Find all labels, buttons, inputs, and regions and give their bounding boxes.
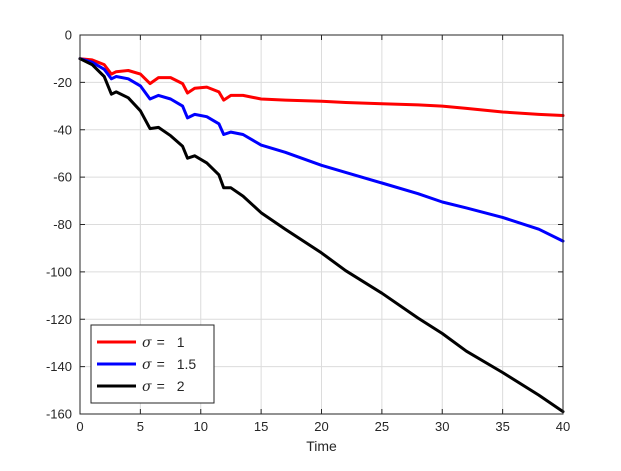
x-tick-label: 15 <box>254 419 268 434</box>
y-tick-label: -160 <box>46 407 72 422</box>
x-tick-label: 0 <box>76 419 83 434</box>
x-tick-label: 25 <box>375 419 389 434</box>
series-line-1 <box>78 57 565 117</box>
y-tick-labels: 0 -20 -40 -60 -80 -100 -120 -140 -160 <box>46 28 72 422</box>
series-line-3 <box>78 57 565 414</box>
y-tick-label: -60 <box>53 170 72 185</box>
series-lines <box>78 57 565 414</box>
x-tick-label: 35 <box>495 419 509 434</box>
series-line-2 <box>78 57 565 243</box>
x-tick-label: 30 <box>435 419 449 434</box>
axis-ticks <box>79 34 564 415</box>
y-tick-label: -120 <box>46 312 72 327</box>
x-tick-label: 40 <box>556 419 570 434</box>
y-tick-label: -80 <box>53 217 72 232</box>
y-tick-label: -140 <box>46 359 72 374</box>
y-tick-label: -40 <box>53 122 72 137</box>
y-tick-label: 0 <box>65 28 72 43</box>
y-tick-label: -20 <box>53 75 72 90</box>
legend-label-3: σ = 2 <box>142 378 185 395</box>
legend-label-1: σ = 1 <box>142 334 185 351</box>
x-tick-label: 10 <box>194 419 208 434</box>
legend: σ = 1 σ = 1.5 σ = 2 <box>90 324 215 404</box>
legend-label-2: σ = 1.5 <box>142 356 196 373</box>
x-tick-label: 20 <box>314 419 328 434</box>
x-tick-labels: 0 5 10 15 20 25 30 35 40 <box>76 419 570 434</box>
grid <box>79 34 564 415</box>
x-tick-label: 5 <box>137 419 144 434</box>
y-tick-label: -100 <box>46 264 72 279</box>
x-axis-title: Time <box>306 438 337 454</box>
